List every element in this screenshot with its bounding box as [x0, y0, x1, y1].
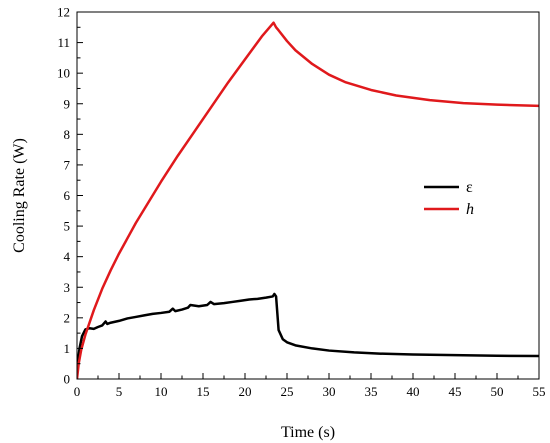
y-tick-label: 5	[64, 219, 71, 234]
x-tick-label: 0	[74, 384, 81, 399]
y-tick-label: 6	[64, 188, 71, 203]
y-tick-label: 10	[57, 66, 70, 81]
x-tick-label: 10	[155, 384, 168, 399]
legend-label-h: h	[466, 201, 474, 218]
series-line-h	[77, 21, 539, 379]
y-tick-label: 0	[64, 372, 71, 387]
legend: εh	[424, 179, 474, 218]
plot-lines	[77, 21, 539, 379]
y-tick-label: 9	[64, 96, 71, 111]
legend-label-epsilon: ε	[466, 179, 473, 196]
y-tick-label: 12	[57, 5, 70, 20]
x-axis-label: Time (s)	[281, 424, 335, 441]
y-axis-label: Cooling Rate (W)	[11, 138, 28, 253]
x-tick-label: 25	[281, 384, 294, 399]
x-tick-label: 20	[239, 384, 252, 399]
y-tick-label: 7	[64, 157, 71, 172]
series-line-epsilon	[77, 292, 539, 372]
y-tick-label: 8	[64, 127, 71, 142]
x-tick-label: 50	[491, 384, 504, 399]
y-tick-label: 4	[64, 249, 71, 264]
x-tick-label: 5	[116, 384, 123, 399]
x-tick-label: 30	[323, 384, 336, 399]
ticks	[76, 11, 540, 380]
y-tick-label: 2	[64, 310, 71, 325]
y-tick-label: 3	[64, 280, 71, 295]
x-tick-label: 40	[407, 384, 420, 399]
x-tick-label: 15	[197, 384, 210, 399]
y-tick-label: 11	[57, 35, 70, 50]
x-tick-label: 55	[533, 384, 546, 399]
x-tick-label: 35	[365, 384, 378, 399]
y-tick-label: 1	[64, 341, 71, 356]
x-tick-label: 45	[449, 384, 462, 399]
